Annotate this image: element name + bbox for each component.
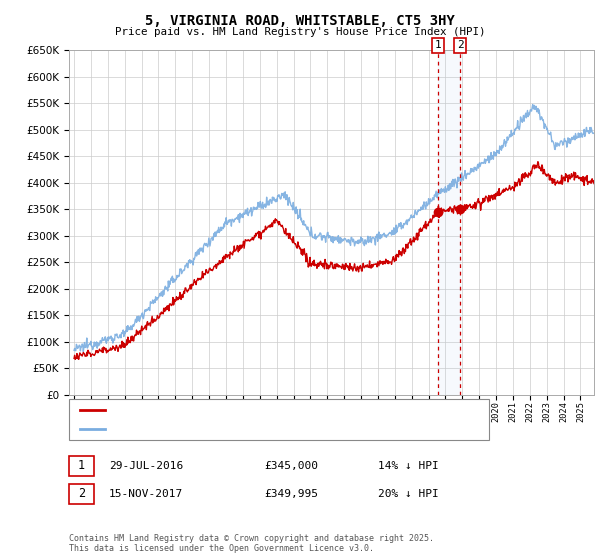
Bar xyxy=(438,50,460,395)
Text: 2: 2 xyxy=(457,40,464,50)
Text: Price paid vs. HM Land Registry's House Price Index (HPI): Price paid vs. HM Land Registry's House … xyxy=(115,27,485,37)
Text: £349,995: £349,995 xyxy=(264,489,318,499)
Text: 20% ↓ HPI: 20% ↓ HPI xyxy=(378,489,439,499)
Text: 1: 1 xyxy=(435,40,442,50)
Text: Contains HM Land Registry data © Crown copyright and database right 2025.
This d: Contains HM Land Registry data © Crown c… xyxy=(69,534,434,553)
Text: 2: 2 xyxy=(78,487,85,501)
Text: HPI: Average price, detached house, Canterbury: HPI: Average price, detached house, Cant… xyxy=(111,424,381,433)
Text: 15-NOV-2017: 15-NOV-2017 xyxy=(109,489,184,499)
Text: 14% ↓ HPI: 14% ↓ HPI xyxy=(378,461,439,471)
Text: 1: 1 xyxy=(78,459,85,473)
Text: 5, VIRGINIA ROAD, WHITSTABLE, CT5 3HY (detached house): 5, VIRGINIA ROAD, WHITSTABLE, CT5 3HY (d… xyxy=(111,405,428,415)
Text: 5, VIRGINIA ROAD, WHITSTABLE, CT5 3HY: 5, VIRGINIA ROAD, WHITSTABLE, CT5 3HY xyxy=(145,14,455,28)
Text: £345,000: £345,000 xyxy=(264,461,318,471)
Text: 29-JUL-2016: 29-JUL-2016 xyxy=(109,461,184,471)
